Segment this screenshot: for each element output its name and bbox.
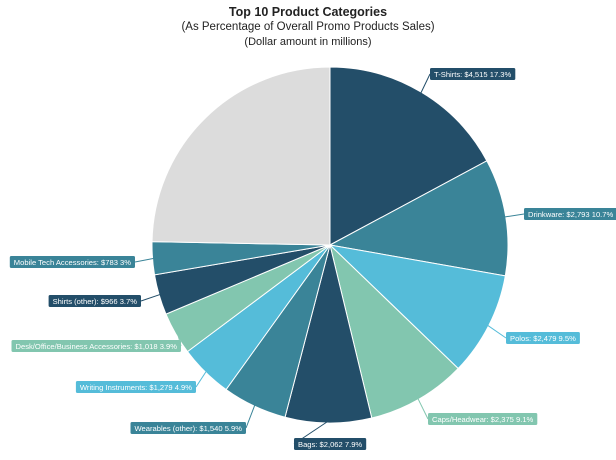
slice-label: Shirts (other): $966 3.7% xyxy=(53,297,138,306)
slice-label: Wearables (other): $1,540 5.9% xyxy=(135,424,243,433)
slice-label: Mobile Tech Accessories: $783 3% xyxy=(14,258,131,267)
slice-label: Other 24.9% xyxy=(146,100,189,109)
leader-line xyxy=(418,398,429,419)
leader-line xyxy=(246,404,255,428)
pie-slices xyxy=(152,67,508,423)
leader-line xyxy=(141,294,161,301)
slice-label: Bags: $2,062 7.9% xyxy=(298,440,362,449)
pie-slice[interactable] xyxy=(152,67,330,245)
slice-label: Writing Instruments: $1,279 4.9% xyxy=(80,383,192,392)
slice-label: Polos: $2,479 9.5% xyxy=(510,334,576,343)
slice-label: T-Shirts: $4,515 17.3% xyxy=(434,70,511,79)
leader-line xyxy=(196,371,207,387)
slice-label: Drinkware: $2,793 10.7% xyxy=(528,210,614,219)
chart-title-block: Top 10 Product Categories (As Percentage… xyxy=(0,4,616,50)
leader-line xyxy=(487,325,506,338)
chart-subtitle-units: (Dollar amount in millions) xyxy=(0,35,616,50)
chart-title: Top 10 Product Categories xyxy=(0,4,616,20)
leader-line xyxy=(135,258,155,262)
slice-label: Caps/Headwear: $2,375 9.1% xyxy=(432,415,534,424)
leader-line xyxy=(504,214,524,217)
slice-label: Desk/Office/Business Accessories: $1,018… xyxy=(16,342,178,351)
leader-line xyxy=(420,74,430,94)
chart-subtitle: (As Percentage of Overall Promo Products… xyxy=(0,20,616,35)
